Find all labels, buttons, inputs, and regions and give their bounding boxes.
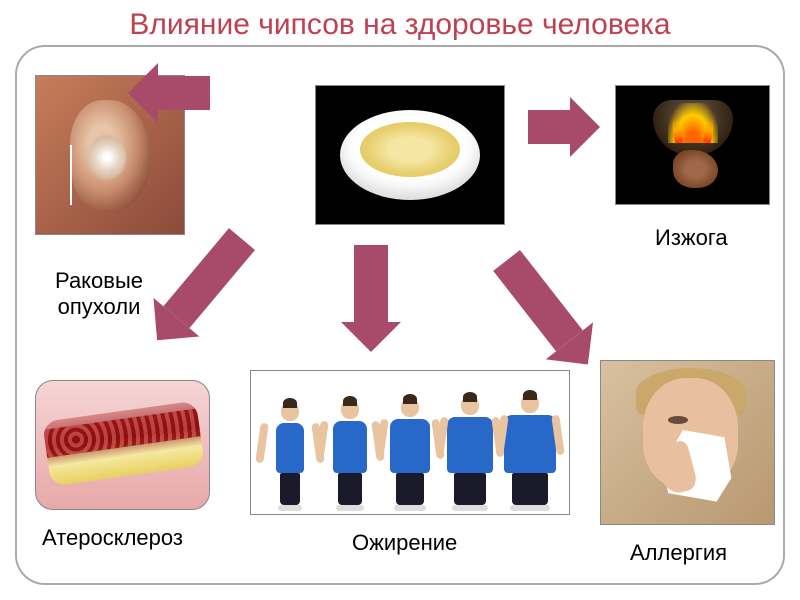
person-2 xyxy=(322,399,378,505)
person-3 xyxy=(382,397,438,505)
page-title: Влияние чипсов на здоровье человека xyxy=(0,8,800,42)
athero-image xyxy=(35,380,210,510)
chips-image xyxy=(315,85,505,225)
heartburn-label: Изжога xyxy=(655,225,728,251)
vessel-icon xyxy=(42,401,205,487)
allergy-icon xyxy=(628,368,748,518)
obesity-image xyxy=(250,370,570,515)
person-5 xyxy=(502,393,558,505)
athero-label: Атеросклероз xyxy=(42,525,183,551)
obesity-people xyxy=(254,375,566,510)
tumor-pointer xyxy=(70,145,72,205)
plate-icon xyxy=(340,110,480,200)
tumor-label: Раковые опухоли xyxy=(55,268,143,320)
heartburn-icon xyxy=(638,95,748,195)
person-1 xyxy=(262,401,318,505)
allergy-image xyxy=(600,360,775,525)
allergy-label: Аллергия xyxy=(630,540,727,566)
person-4 xyxy=(442,395,498,505)
obesity-label: Ожирение xyxy=(352,530,457,556)
heartburn-image xyxy=(615,85,770,205)
